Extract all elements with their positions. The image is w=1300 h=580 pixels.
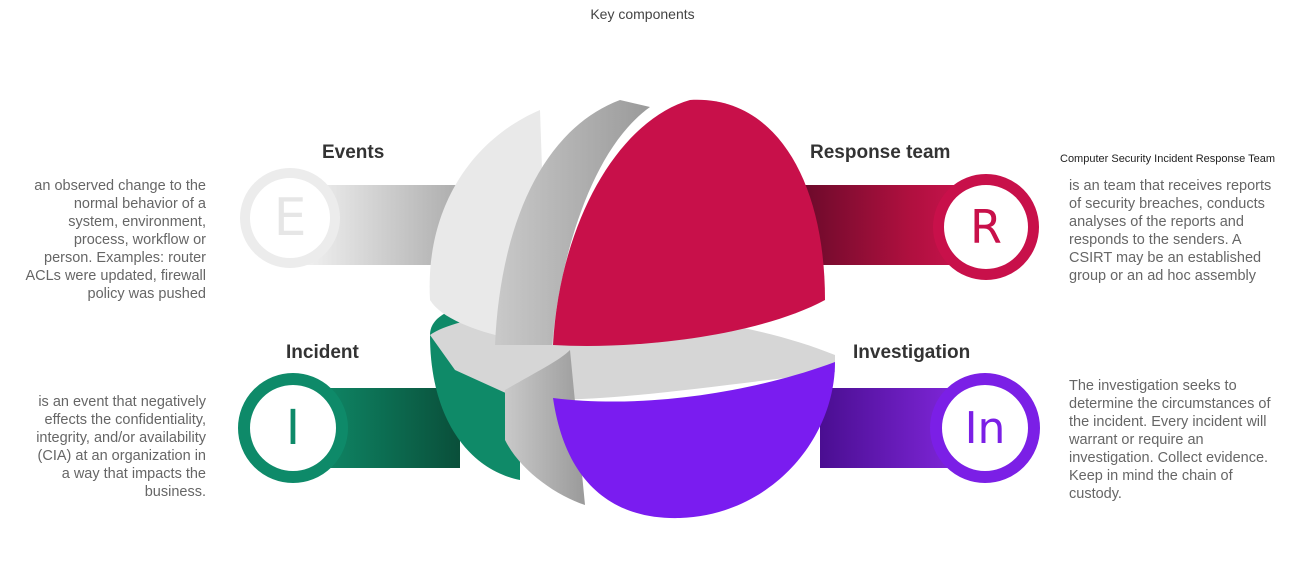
description-line: effects the confidentiality, [44,412,206,428]
description-line: custody. [1069,486,1122,502]
response-heading: Response team [810,142,951,163]
incident-heading: Incident [286,342,359,363]
description-line: ACLs were updated, firewall [25,268,206,284]
description-line: determine the circumstances of [1069,396,1271,412]
investigation-description: The investigation seeks to determine the… [1069,377,1294,503]
incident-letter: I [285,400,301,456]
description-line: a way that impacts the [61,466,206,482]
response-letter: R [970,200,1002,254]
lower-grey-wedge [505,350,585,505]
events-description: an observed change to the normal behavio… [6,177,206,303]
description-line: is an team that receives reports [1069,178,1272,194]
events-letter-circle: E [240,168,340,268]
description-line: process, workflow or [73,232,206,248]
description-line: analyses of the reports and [1069,214,1244,230]
description-line: warrant or require an [1069,432,1204,448]
investigation-letter-circle: In [930,373,1040,483]
upper-grey-wedge [495,100,650,345]
description-line: normal behavior of a [73,196,206,212]
description-line: (CIA) at an organization in [37,448,206,464]
description-line: policy was pushed [87,286,207,302]
description-line: The investigation seeks to [1069,378,1237,394]
response-letter-circle: R [933,174,1039,280]
description-line: system, environment, [68,214,206,230]
description-line: an observed change to the [34,178,206,194]
description-line: responds to the senders. A [1069,232,1242,248]
description-line: of security breaches, conducts [1069,196,1265,212]
description-line: business. [144,484,206,500]
events-heading: Events [322,142,385,163]
incident-description: is an event that negatively effects the … [6,393,206,501]
response-description: is an team that receives reports of secu… [1069,177,1294,285]
description-line: integrity, and/or availability [36,430,206,446]
response-segment [553,99,825,346]
description-line: CSIRT may be an established [1069,250,1262,266]
description-line: investigation. Collect evidence. [1069,450,1269,466]
description-line: is an event that negatively [38,394,206,410]
page-title: Key components [590,6,695,22]
description-line: the incident. Every incident will [1069,414,1267,430]
investigation-heading: Investigation [853,342,971,363]
description-line: group or an ad hoc assembly [1069,268,1256,284]
investigation-segment [553,362,835,519]
description-line: Keep in mind the chain of [1069,468,1233,484]
response-subheading: Computer Security Incident Response Team [1060,153,1276,165]
incident-letter-circle: I [238,373,348,483]
investigation-letter: In [964,402,1006,454]
events-letter: E [273,188,307,248]
description-line: person. Examples: router [44,250,206,266]
